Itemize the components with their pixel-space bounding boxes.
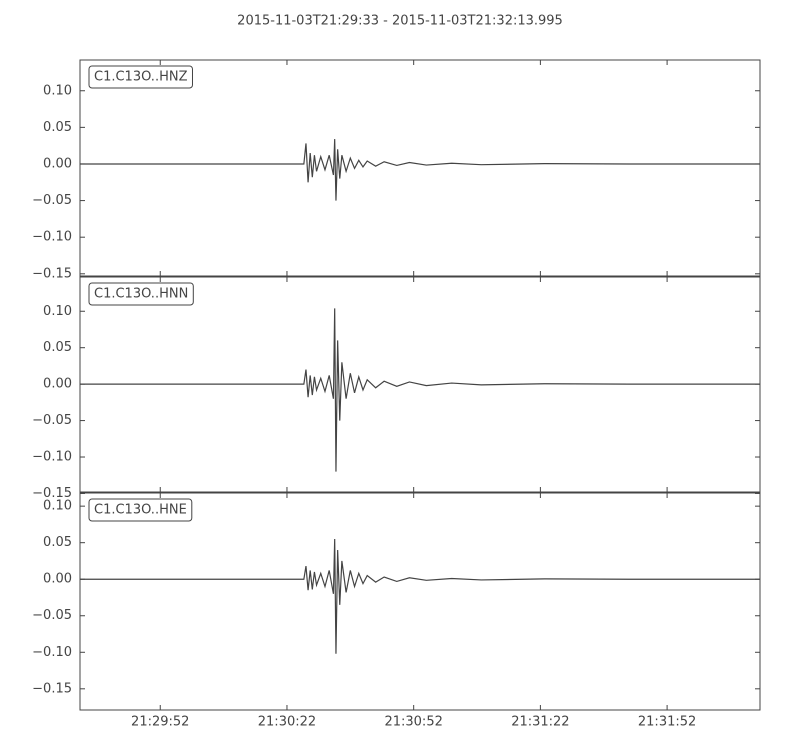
y-tick-label: 0.05: [43, 340, 72, 355]
x-tick-label: 21:31:52: [638, 715, 696, 730]
y-tick-label: −0.15: [32, 681, 72, 696]
y-tick-label: −0.05: [32, 193, 72, 208]
y-tick-label: −0.05: [32, 413, 72, 428]
waveform: [80, 139, 761, 201]
trace-label: C1.C13O..HNE: [94, 503, 187, 518]
x-tick-label: 21:30:22: [258, 715, 316, 730]
panel-frame: [79, 492, 761, 711]
panel-frame: [79, 276, 761, 493]
y-tick-label: 0.05: [43, 120, 72, 135]
waveform: [80, 539, 761, 654]
y-tick-label: 0.00: [43, 156, 72, 171]
y-tick-label: 0.10: [43, 499, 72, 514]
y-tick-label: −0.05: [32, 608, 72, 623]
x-tick-label: 21:30:52: [384, 715, 442, 730]
chart-title: 2015-11-03T21:29:33 - 2015-11-03T21:32:1…: [237, 14, 563, 29]
x-tick-label: 21:29:52: [131, 715, 189, 730]
y-tick-label: 0.00: [43, 572, 72, 587]
y-tick-label: 0.00: [43, 377, 72, 392]
waveform: [80, 308, 761, 472]
y-tick-label: 0.10: [43, 304, 72, 319]
trace-label: C1.C13O..HNN: [94, 287, 188, 302]
y-tick-label: −0.10: [32, 645, 72, 660]
trace-label-box: [88, 282, 194, 306]
trace-label-box: [88, 65, 193, 89]
trace-label: C1.C13O..HNZ: [94, 70, 188, 85]
panel-frame: [79, 59, 761, 277]
x-tick-label: 21:31:22: [511, 715, 569, 730]
y-tick-label: 0.05: [43, 535, 72, 550]
y-tick-label: −0.10: [32, 450, 72, 465]
y-tick-label: −0.15: [32, 266, 72, 281]
y-tick-label: 0.10: [43, 83, 72, 98]
y-tick-label: −0.10: [32, 230, 72, 245]
y-tick-label: −0.15: [32, 486, 72, 501]
trace-label-box: [88, 498, 193, 522]
